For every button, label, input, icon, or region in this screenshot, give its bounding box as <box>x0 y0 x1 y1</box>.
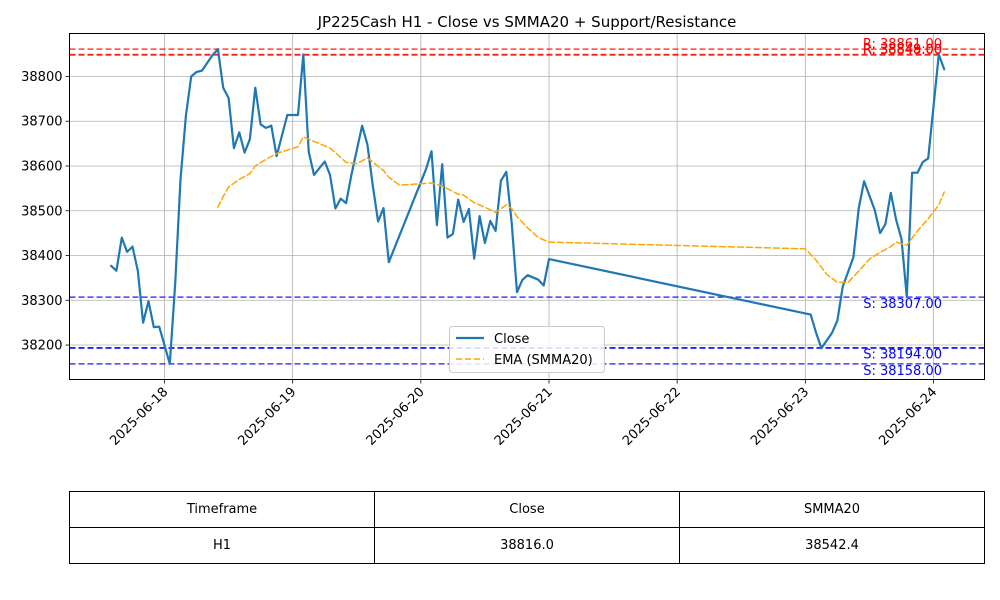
x-tick-label: 2025-06-19 <box>235 385 299 449</box>
x-tick-label: 2025-06-24 <box>876 385 940 449</box>
table-header-row: Timeframe Close SMMA20 <box>69 491 985 528</box>
table-cell: 38542.4 <box>679 527 985 564</box>
plot-frame <box>69 33 985 380</box>
smma20-series-line <box>217 136 945 284</box>
y-tick-label: 38500 <box>21 204 62 219</box>
table-header-cell: Timeframe <box>69 491 375 528</box>
resistance-level-label: R: 38861.00 <box>863 37 942 52</box>
x-tick-label: 2025-06-22 <box>620 385 684 449</box>
support-level-label: S: 38158.00 <box>863 364 942 379</box>
y-tick-label: 38800 <box>21 70 62 85</box>
summary-table: Timeframe Close SMMA20 H1 38816.0 38542.… <box>69 491 985 564</box>
table-cell: H1 <box>69 527 375 564</box>
series-lines <box>109 48 946 365</box>
price-chart: R: 38861.00R: 38849.00R: 38848.00 S: 3830… <box>21 13 985 449</box>
table-header-cell: SMMA20 <box>679 491 985 528</box>
table-row: H1 38816.0 38542.4 <box>69 527 985 564</box>
y-tick-label: 38600 <box>21 159 62 174</box>
level-labels: R: 38861.00R: 38849.00R: 38848.00 S: 3830… <box>863 37 942 379</box>
resistance-level-label: R: 38848.00 <box>863 43 942 58</box>
plot-background <box>69 33 985 380</box>
support-level-label: S: 38307.00 <box>863 297 942 312</box>
support-level-label: S: 38194.00 <box>863 348 942 363</box>
table-cell: 38816.0 <box>374 527 680 564</box>
legend-label-close: Close <box>494 332 529 347</box>
legend-label-smma20: EMA (SMMA20) <box>494 353 593 368</box>
x-axis-ticks: 2025-06-18 2025-06-19 2025-06-20 2025-06-21… <box>107 379 940 449</box>
y-tick-label: 38400 <box>21 249 62 264</box>
x-tick-label: 2025-06-20 <box>364 385 428 449</box>
y-axis-ticks: 38200 38300 38400 38500 38600 38700 38800 <box>21 70 70 354</box>
x-tick-label: 2025-06-21 <box>492 385 556 449</box>
y-tick-label: 38700 <box>21 115 62 130</box>
close-series-line <box>109 48 946 365</box>
resistance-level-label: R: 38849.00 <box>863 43 942 58</box>
y-tick-label: 38300 <box>21 294 62 309</box>
legend-box <box>449 326 605 373</box>
y-tick-label: 38200 <box>21 339 62 354</box>
table-header-cell: Close <box>374 491 680 528</box>
legend: Close EMA (SMMA20) <box>449 326 605 373</box>
x-tick-label: 2025-06-18 <box>107 385 171 449</box>
x-tick-label: 2025-06-23 <box>748 385 812 449</box>
chart-title: JP225Cash H1 - Close vs SMMA20 + Support… <box>317 13 737 31</box>
grid-lines <box>69 33 985 380</box>
